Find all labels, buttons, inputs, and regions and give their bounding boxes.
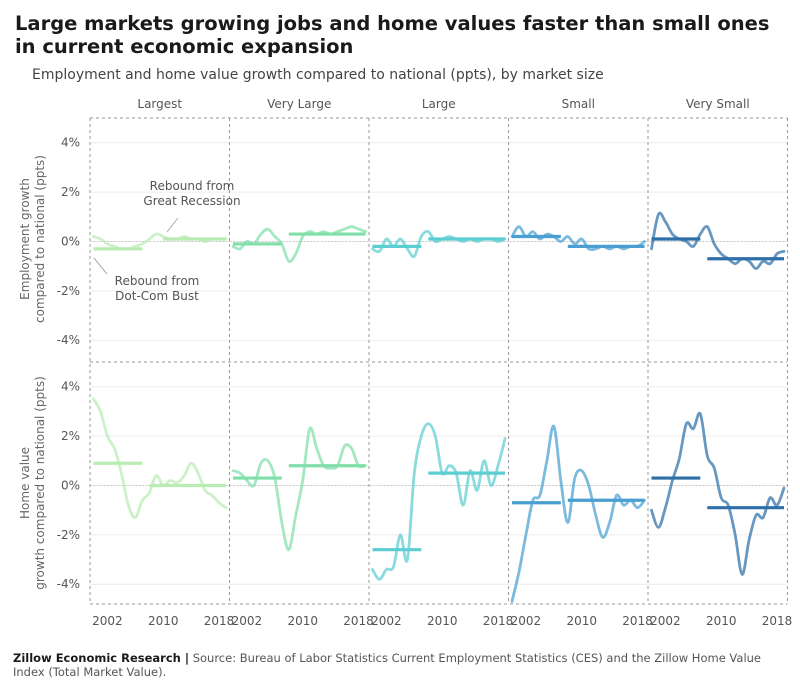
chart-subtitle: Employment and home value growth compare… — [32, 67, 604, 83]
facet-label-small: Small — [562, 97, 595, 111]
series-line-very-small-home_value — [650, 411, 786, 576]
annotation-dotcom-leader — [93, 257, 108, 275]
x-tick-label: 2002 — [511, 614, 542, 628]
y-tick-label: -2% — [57, 284, 80, 298]
faceted-line-chart: Largest Very Large Large Small Very Small 4% 2… — [18, 97, 793, 628]
series-line-largest-home_value — [92, 397, 228, 520]
x-tick-label: 2018 — [762, 614, 793, 628]
y-tick-label: 0% — [61, 478, 80, 492]
facet-label-large: Large — [422, 97, 456, 111]
annotation-dotcom-line1: Rebound from — [115, 274, 200, 288]
y-tick-label: -4% — [57, 333, 80, 347]
annotation-dotcom-line2: Dot-Com Bust — [115, 289, 199, 303]
series-line-small-home_value — [510, 424, 646, 603]
x-tick-label: 2018 — [343, 614, 374, 628]
y-axis-label-home-value-line2: growth compared to national (ppts) — [33, 376, 47, 590]
y-tick-label: 0% — [61, 234, 80, 248]
y-tick-label: 4% — [61, 136, 80, 150]
annotation-great-recession-leader — [166, 217, 179, 233]
x-tick-label: 2018 — [483, 614, 514, 628]
chart-title: Large markets growing jobs and home valu… — [15, 12, 770, 58]
x-tick-label: 2018 — [622, 614, 653, 628]
x-tick-label: 2018 — [204, 614, 235, 628]
footer: Zillow Economic Research | Source: Burea… — [13, 651, 783, 679]
y-tick-label: -4% — [57, 577, 80, 591]
x-tick-label: 2002 — [232, 614, 263, 628]
x-tick-label: 2002 — [92, 614, 123, 628]
y-axis-label-home-value-line1: Home value — [18, 447, 32, 519]
x-tick-label: 2010 — [148, 614, 179, 628]
footer-brand: Zillow Economic Research | — [13, 651, 190, 665]
x-tick-label: 2010 — [566, 614, 597, 628]
x-tick-label: 2002 — [371, 614, 402, 628]
series-line-large-employment — [371, 230, 507, 259]
annotation-great-recession-line1: Rebound from — [150, 179, 235, 193]
y-axis-label-employment-line2: compared to national (ppts) — [33, 155, 47, 323]
annotation-great-recession-line2: Great Recession — [143, 194, 240, 208]
series-line-small-employment — [510, 225, 646, 252]
series-line-very-large-home_value — [231, 426, 367, 552]
x-tick-label: 2010 — [287, 614, 318, 628]
x-tick-label: 2010 — [706, 614, 737, 628]
series-line-large-home_value — [371, 422, 507, 581]
facet-label-very-large: Very Large — [267, 97, 331, 111]
y-tick-label: 4% — [61, 380, 80, 394]
y-tick-label: -2% — [57, 528, 80, 542]
facet-label-very-small: Very Small — [686, 97, 750, 111]
series-line-very-small-employment — [650, 211, 786, 270]
series-line-largest-employment — [92, 232, 228, 251]
y-axis-label-employment-line1: Employment growth — [18, 178, 32, 300]
footer-source: Source: Bureau of Labor Statistics Curre… — [13, 651, 761, 679]
x-tick-label: 2010 — [427, 614, 458, 628]
facet-label-largest: Largest — [137, 97, 182, 111]
y-tick-label: 2% — [61, 185, 80, 199]
y-tick-label: 2% — [61, 429, 80, 443]
x-tick-label: 2002 — [650, 614, 681, 628]
